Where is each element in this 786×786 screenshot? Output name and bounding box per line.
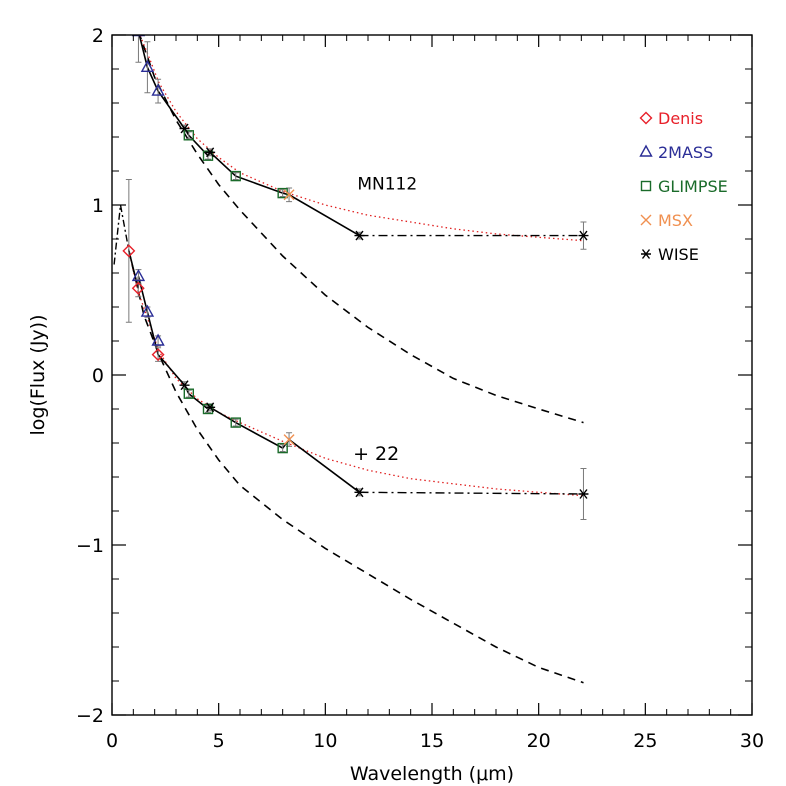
series-1-glimpse-point xyxy=(277,442,288,454)
ticks-layer: 0 5 10 15 20 25 30 −2 −1 0 1 2 xyxy=(76,25,764,752)
y-tick-label: 1 xyxy=(92,195,104,217)
series-0-wise-point-shape xyxy=(354,230,365,241)
series-1-denis-point-shape xyxy=(131,281,145,295)
series-1-wise-point-shape xyxy=(179,380,190,391)
series-1-wise-point xyxy=(354,487,365,498)
series-0-wise-point xyxy=(205,147,216,158)
series-1-glimpse-errorbar xyxy=(185,389,192,398)
annotations-layer: MN112 + 22 xyxy=(353,175,417,465)
series-1-wise-point-shape xyxy=(205,402,216,413)
error-bars-layer xyxy=(125,35,587,520)
series-1-denis-point xyxy=(131,281,145,295)
series-1-wise-point xyxy=(179,380,190,391)
series-0-glimpse-point-shape xyxy=(230,170,241,182)
series-1-glimpse-point-shape xyxy=(183,388,195,399)
legend-wise-label: WISE xyxy=(658,245,699,264)
x-tick-label: 20 xyxy=(527,730,551,752)
markers-layer xyxy=(122,35,589,499)
legend-wise-marker xyxy=(641,249,651,259)
x-tick-label: 5 xyxy=(213,730,225,752)
series-1-2mass-point-shape xyxy=(140,304,155,317)
series-0-2mass-point xyxy=(151,83,165,96)
series-1-observed-line xyxy=(128,250,360,493)
series-0-2mass-errorbar xyxy=(135,35,142,63)
y-tick-label: −2 xyxy=(76,705,104,727)
series-0-wise-point-shape xyxy=(205,147,216,158)
legend-msx-marker xyxy=(640,214,652,226)
legend-denis-marker xyxy=(639,111,653,125)
series-1-msx-point-shape xyxy=(283,434,295,446)
legend-2mass-marker-shape xyxy=(639,144,653,157)
series-0-glimpse-point xyxy=(230,170,241,182)
legend-2mass-label: 2MASS xyxy=(658,143,713,162)
y-tick-label: 0 xyxy=(92,365,104,387)
y-axis-label: log(Flux (Jy)) xyxy=(27,315,49,436)
legend: Denis 2MASS GLIMPSE MSX WISE xyxy=(639,109,728,264)
legend-glimpse-marker-shape xyxy=(640,180,652,192)
series-0-glimpse-point xyxy=(183,130,195,141)
series-0-model-line xyxy=(139,35,584,242)
legend-msx-label: MSX xyxy=(658,211,693,230)
series-1-denis-point-shape xyxy=(151,348,165,362)
series-0-2mass-point-shape xyxy=(140,59,155,73)
legend-msx-marker-shape xyxy=(640,214,652,226)
series-1-2mass-point xyxy=(131,268,146,282)
series-0-2mass-point xyxy=(131,35,146,37)
series-0-wise-point-shape xyxy=(179,123,190,134)
x-axis-label: Wavelength (μm) xyxy=(350,763,514,785)
series-1-model-line xyxy=(128,250,584,497)
series-1-glimpse-point-shape xyxy=(277,442,288,454)
x-tick-label: 10 xyxy=(313,730,337,752)
legend-denis-marker-shape xyxy=(639,111,653,125)
annotation-label: MN112 xyxy=(357,175,417,195)
series-0-msx-point-shape xyxy=(283,189,295,201)
legend-denis-label: Denis xyxy=(658,109,703,128)
series-0-glimpse-errorbar xyxy=(232,172,239,180)
series-0-glimpse-point-shape xyxy=(183,130,195,141)
series-0-msx-point xyxy=(283,189,295,201)
series-0-2mass-point xyxy=(140,59,155,73)
x-tick-label: 15 xyxy=(420,730,444,752)
series-1-msx-point xyxy=(283,434,295,446)
series-1-2mass-point-shape xyxy=(131,268,146,282)
series-1-denis-point-shape xyxy=(122,244,136,258)
series-1-2mass-point xyxy=(140,304,155,317)
x-tick-label: 30 xyxy=(740,730,764,752)
series-0-2mass-errorbar xyxy=(144,41,151,94)
x-tick-label: 0 xyxy=(106,730,118,752)
series-1-denis-point xyxy=(122,244,136,258)
series-1-wise-point xyxy=(578,489,589,499)
series-0-photosphere-line xyxy=(138,35,584,424)
series-0-wise-point xyxy=(354,230,365,241)
y-tick-label: 2 xyxy=(92,25,104,47)
series-0-2mass-errorbar xyxy=(155,78,162,104)
legend-glimpse-label: GLIMPSE xyxy=(658,177,728,196)
series-0-2mass-point-shape xyxy=(151,83,165,96)
legend-2mass-marker xyxy=(639,144,653,157)
series-1-2mass-point xyxy=(151,333,165,346)
series-1-photosphere-line xyxy=(128,250,584,684)
series-1-glimpse-errorbar xyxy=(232,418,239,427)
series-1-wise-point-shape xyxy=(578,489,589,499)
y-tick-label: −1 xyxy=(76,535,104,557)
series-0-wise-point xyxy=(179,123,190,134)
series-1-glimpse-point xyxy=(230,417,241,428)
series-0-wise-point-shape xyxy=(578,230,589,241)
x-tick-label: 25 xyxy=(633,730,657,752)
series-0-2mass-point-shape xyxy=(131,35,146,37)
plot-frame xyxy=(111,34,753,716)
series-1-denis-errorbar xyxy=(125,179,132,323)
series-1-glimpse-point-shape xyxy=(230,417,241,428)
series-1-denis-point xyxy=(151,348,165,362)
series-1-wise-point xyxy=(205,402,216,413)
series-1-2mass-point-shape xyxy=(151,333,165,346)
legend-glimpse-marker xyxy=(640,180,652,192)
series-1-glimpse-point xyxy=(183,388,195,399)
annotation-label: + 22 xyxy=(353,443,399,465)
series-1-wise-point-shape xyxy=(354,487,365,498)
legend-wise-marker-shape xyxy=(641,249,651,259)
series-1-short-line xyxy=(113,204,130,265)
series-0-wise-point xyxy=(578,230,589,241)
